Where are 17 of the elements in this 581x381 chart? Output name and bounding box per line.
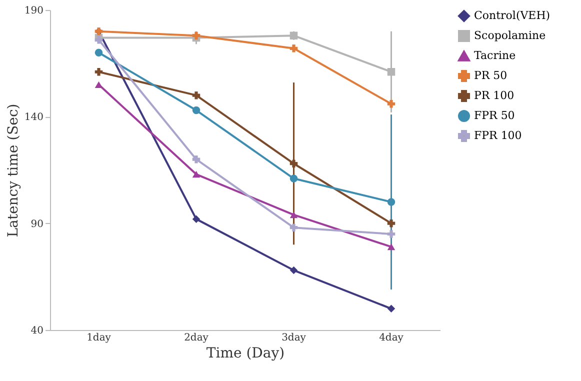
x-tick-label: 4day — [379, 332, 404, 344]
legend-label: FPR 50 — [474, 109, 515, 122]
x-axis-title: Time (Day) — [206, 346, 285, 362]
y-tick-label: 190 — [24, 6, 44, 16]
legend-label: Control(VEH) — [474, 9, 550, 22]
x-tick-label: 2day — [184, 332, 209, 344]
y-tick-label: 40 — [30, 326, 44, 336]
y-tick-label: 140 — [24, 112, 44, 124]
legend-label: PR 100 — [474, 89, 514, 102]
y-axis-title: Latency time (Sec) — [5, 104, 22, 238]
legend-label: Tacrine — [474, 49, 516, 62]
x-tick-label: 3day — [282, 332, 306, 344]
legend-label: PR 50 — [474, 69, 508, 82]
legend-label: FPR 100 — [474, 129, 522, 142]
legend-label: Scopolamine — [474, 29, 546, 42]
x-tick-label: 1day — [86, 332, 112, 344]
y-tick-label: 90 — [30, 218, 44, 230]
